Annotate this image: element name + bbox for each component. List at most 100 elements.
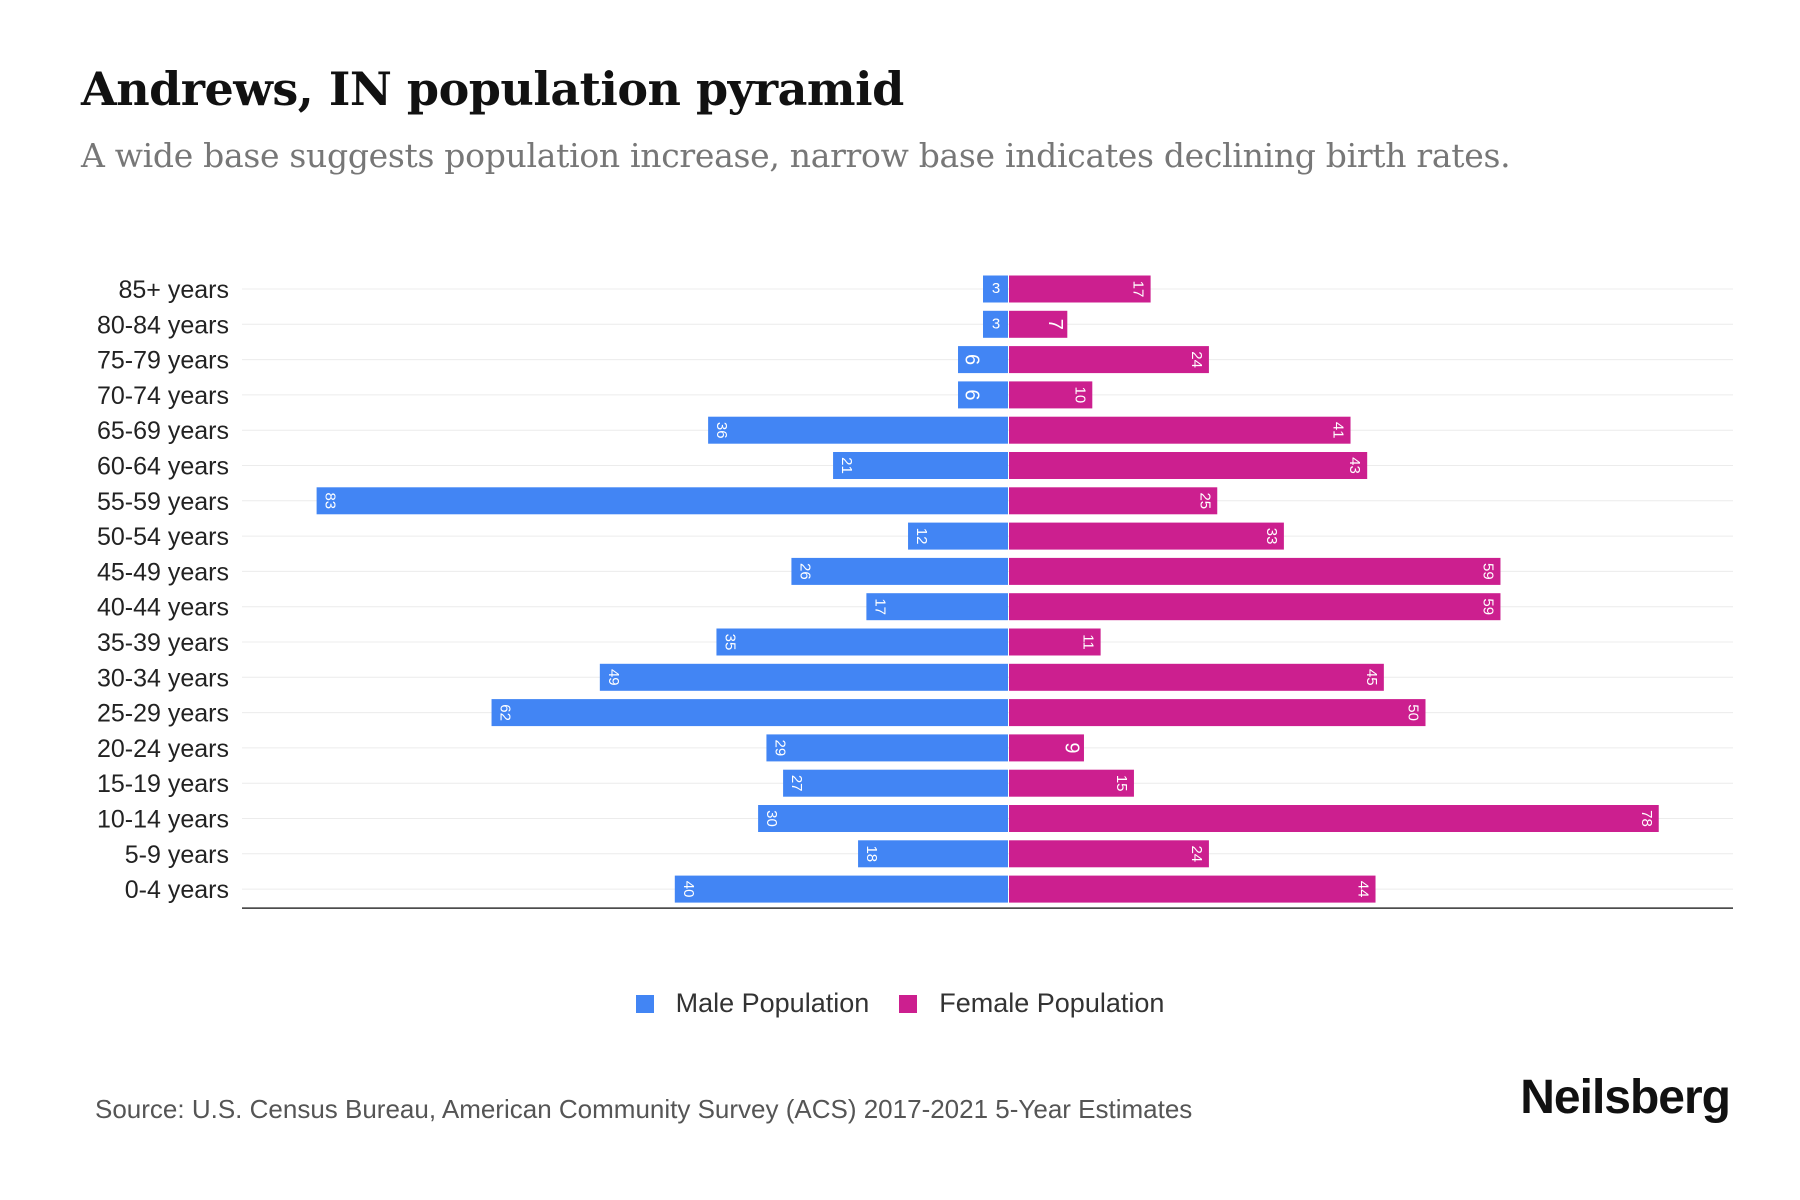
source-note: Source: U.S. Census Bureau, American Com…	[95, 1094, 1193, 1124]
category-label: 60-64 years	[97, 453, 229, 481]
data-label-male: 49	[605, 669, 622, 686]
chart-title: Andrews, IN population pyramid	[81, 62, 904, 116]
bar-female	[1009, 628, 1101, 656]
legend: Male Population Female Population	[0, 988, 1800, 1019]
category-label: 55-59 years	[97, 488, 229, 516]
category-label: 0-4 years	[125, 876, 229, 904]
bar-female	[1009, 699, 1426, 727]
data-label-male: 3	[992, 315, 1000, 332]
bar-male	[958, 381, 1008, 409]
data-label-female: 17	[1130, 281, 1147, 298]
bar-male	[708, 416, 1008, 444]
bar-male	[958, 346, 1008, 374]
bar-male	[833, 452, 1008, 479]
data-label-female: 11	[1080, 634, 1097, 650]
legend-swatch-male	[635, 994, 654, 1013]
category-label: 20-24 years	[97, 735, 229, 763]
bar-male	[791, 557, 1008, 585]
data-label-female: 15	[1113, 775, 1130, 792]
category-label: 75-79 years	[97, 347, 229, 375]
data-label-female: 45	[1363, 669, 1380, 686]
data-label-female: 24	[1188, 351, 1205, 368]
bar-male	[599, 663, 1008, 691]
data-label-female: 10	[1071, 387, 1088, 404]
data-label-male: 12	[913, 528, 930, 545]
bar-female	[1009, 875, 1376, 903]
data-label-male: 29	[771, 740, 788, 757]
data-label-female: 41	[1330, 422, 1347, 439]
bar-female	[1009, 487, 1218, 515]
bar-female	[1009, 840, 1209, 868]
bar-female	[1009, 416, 1351, 444]
category-label: 65-69 years	[97, 417, 229, 445]
data-label-female: 7	[1044, 319, 1066, 330]
bar-male	[716, 628, 1008, 656]
category-label: 70-74 years	[97, 382, 229, 410]
bar-male	[983, 310, 1008, 338]
bar-male	[674, 875, 1008, 903]
category-label: 5-9 years	[125, 841, 229, 869]
bar-male	[316, 487, 1008, 515]
chart-subtitle: A wide base suggests population increase…	[81, 136, 1511, 175]
data-label-male: 27	[788, 775, 805, 792]
bar-male	[758, 805, 1008, 832]
bar-male	[766, 734, 1008, 762]
bar-female	[1009, 734, 1084, 762]
data-label-female: 50	[1405, 704, 1422, 721]
legend-label-male: Male Population	[675, 988, 870, 1018]
bar-female	[1009, 557, 1501, 585]
category-label: 15-19 years	[97, 770, 229, 798]
brand-logo: Neilsberg	[1520, 1071, 1731, 1124]
legend-swatch-female	[899, 994, 918, 1013]
category-label: 85+ years	[119, 276, 230, 304]
category-label: 10-14 years	[97, 806, 229, 834]
data-label-male: 3	[992, 280, 1000, 297]
data-label-male: 6	[961, 354, 983, 365]
data-label-male: 17	[871, 598, 888, 615]
bar-female	[1009, 522, 1284, 550]
bar-female	[1009, 805, 1659, 832]
data-label-female: 78	[1638, 810, 1655, 827]
bar-female	[1009, 769, 1134, 797]
bar-male	[783, 769, 1008, 797]
data-label-female: 59	[1480, 563, 1497, 580]
category-label: 35-39 years	[97, 629, 229, 657]
bar-female	[1009, 381, 1093, 409]
bar-male	[858, 840, 1008, 868]
data-label-male: 26	[796, 563, 813, 580]
bar-female	[1009, 346, 1209, 374]
category-label: 40-44 years	[97, 594, 229, 622]
bar-female	[1009, 663, 1384, 691]
legend-item-male[interactable]: Male Population	[635, 988, 870, 1019]
data-label-female: 43	[1346, 457, 1363, 474]
data-label-female: 59	[1480, 598, 1497, 615]
data-label-male: 30	[763, 810, 780, 827]
category-label: 45-49 years	[97, 558, 229, 586]
bar-male	[491, 699, 1008, 727]
category-label: 50-54 years	[97, 523, 229, 551]
data-label-male: 35	[721, 634, 738, 651]
bar-female	[1009, 310, 1068, 338]
legend-label-female: Female Population	[939, 988, 1165, 1018]
data-label-female: 25	[1196, 492, 1213, 509]
bar-female	[1009, 593, 1501, 621]
data-label-female: 44	[1355, 881, 1372, 898]
bar-female	[1009, 452, 1368, 479]
data-label-male: 21	[838, 457, 855, 474]
legend-item-female[interactable]: Female Population	[899, 988, 1164, 1019]
bar-male	[908, 522, 1008, 550]
bar-male	[983, 275, 1008, 303]
data-label-male: 40	[680, 881, 697, 898]
data-label-male: 83	[322, 492, 339, 509]
data-label-female: 24	[1188, 845, 1205, 862]
category-label: 30-34 years	[97, 664, 229, 692]
category-label: 80-84 years	[97, 311, 229, 339]
data-label-male: 36	[713, 422, 730, 439]
category-label: 25-29 years	[97, 700, 229, 728]
bar-female	[1009, 275, 1151, 303]
data-label-female: 9	[1061, 742, 1083, 753]
data-label-female: 33	[1263, 528, 1280, 545]
data-label-male: 6	[961, 389, 983, 400]
data-label-male: 18	[863, 845, 880, 862]
